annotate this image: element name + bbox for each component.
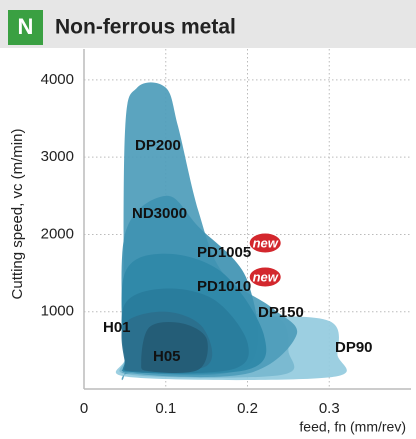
- y-tick-label: 4000: [41, 71, 74, 88]
- x-axis-label: feed, fn (mm/rev): [299, 419, 406, 435]
- x-tick-label: 0.3: [319, 400, 340, 417]
- y-axis-label: Cutting speed, vc (m/min): [9, 129, 26, 300]
- new-badge: [248, 266, 282, 288]
- header-badge-box: [8, 10, 43, 45]
- new-badge: [248, 232, 282, 254]
- region-label: PD1010: [197, 278, 251, 295]
- region-label: DP150: [258, 304, 304, 321]
- y-tick-label: 3000: [41, 148, 74, 165]
- x-tick-label: 0.1: [155, 400, 176, 417]
- region: [141, 321, 208, 373]
- y-tick-label: 1000: [41, 303, 74, 320]
- header-band: [0, 0, 416, 48]
- header-title: Non-ferrous metal: [55, 16, 236, 39]
- region-label: DP90: [335, 339, 373, 356]
- x-tick-label: 0: [80, 400, 88, 417]
- x-tick-label: 0.2: [237, 400, 258, 417]
- region-label: H05: [153, 348, 181, 365]
- new-badge-text: new: [253, 269, 279, 284]
- region-label: ND3000: [132, 205, 187, 222]
- new-badge-text: new: [253, 235, 279, 250]
- region-label: PD1005: [197, 244, 251, 261]
- y-tick-label: 2000: [41, 225, 74, 242]
- region-label: DP200: [135, 137, 181, 154]
- region-label: H01: [103, 319, 131, 336]
- header-badge: N: [18, 14, 34, 39]
